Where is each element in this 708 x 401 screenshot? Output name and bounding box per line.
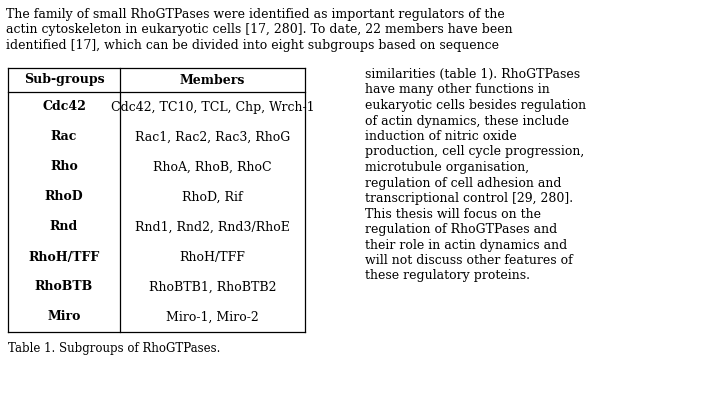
Text: The family of small RhoGTPases were identified as important regulators of the: The family of small RhoGTPases were iden…: [6, 8, 505, 21]
Text: Cdc42, TC10, TCL, Chp, Wrch-1: Cdc42, TC10, TCL, Chp, Wrch-1: [110, 101, 314, 113]
Text: Miro: Miro: [47, 310, 81, 324]
Text: their role in actin dynamics and: their role in actin dynamics and: [365, 239, 567, 251]
Text: regulation of RhoGTPases and: regulation of RhoGTPases and: [365, 223, 557, 236]
Text: RhoD, Rif: RhoD, Rif: [182, 190, 243, 203]
Text: RhoBTB: RhoBTB: [35, 281, 93, 294]
Text: RhoA, RhoB, RhoC: RhoA, RhoB, RhoC: [153, 160, 272, 174]
Text: RhoH/TFF: RhoH/TFF: [180, 251, 246, 263]
Text: Cdc42: Cdc42: [42, 101, 86, 113]
Text: similarities (table 1). RhoGTPases: similarities (table 1). RhoGTPases: [365, 68, 580, 81]
Text: RhoBTB1, RhoBTB2: RhoBTB1, RhoBTB2: [149, 281, 276, 294]
Text: have many other functions in: have many other functions in: [365, 83, 549, 97]
Text: Rnd1, Rnd2, Rnd3/RhoE: Rnd1, Rnd2, Rnd3/RhoE: [135, 221, 290, 233]
Text: Miro-1, Miro-2: Miro-1, Miro-2: [166, 310, 259, 324]
Text: RhoH/TFF: RhoH/TFF: [28, 251, 100, 263]
Text: Rac: Rac: [51, 130, 77, 144]
Text: Rnd: Rnd: [50, 221, 78, 233]
Text: will not discuss other features of: will not discuss other features of: [365, 254, 573, 267]
Text: Rac1, Rac2, Rac3, RhoG: Rac1, Rac2, Rac3, RhoG: [135, 130, 290, 144]
Text: transcriptional control [29, 280].: transcriptional control [29, 280].: [365, 192, 573, 205]
Text: induction of nitric oxide: induction of nitric oxide: [365, 130, 517, 143]
Text: production, cell cycle progression,: production, cell cycle progression,: [365, 146, 584, 158]
Text: This thesis will focus on the: This thesis will focus on the: [365, 207, 541, 221]
Text: Members: Members: [180, 73, 245, 87]
Text: microtubule organisation,: microtubule organisation,: [365, 161, 529, 174]
Text: eukaryotic cells besides regulation: eukaryotic cells besides regulation: [365, 99, 586, 112]
Text: these regulatory proteins.: these regulatory proteins.: [365, 269, 530, 282]
Text: Table 1. Subgroups of RhoGTPases.: Table 1. Subgroups of RhoGTPases.: [8, 342, 220, 355]
Text: actin cytoskeleton in eukaryotic cells [17, 280]. To date, 22 members have been: actin cytoskeleton in eukaryotic cells […: [6, 24, 513, 36]
Text: identified [17], which can be divided into eight subgroups based on sequence: identified [17], which can be divided in…: [6, 39, 499, 52]
Text: of actin dynamics, these include: of actin dynamics, these include: [365, 115, 569, 128]
Text: regulation of cell adhesion and: regulation of cell adhesion and: [365, 176, 561, 190]
Text: Rho: Rho: [50, 160, 78, 174]
Text: RhoD: RhoD: [45, 190, 84, 203]
Text: Sub-groups: Sub-groups: [23, 73, 104, 87]
